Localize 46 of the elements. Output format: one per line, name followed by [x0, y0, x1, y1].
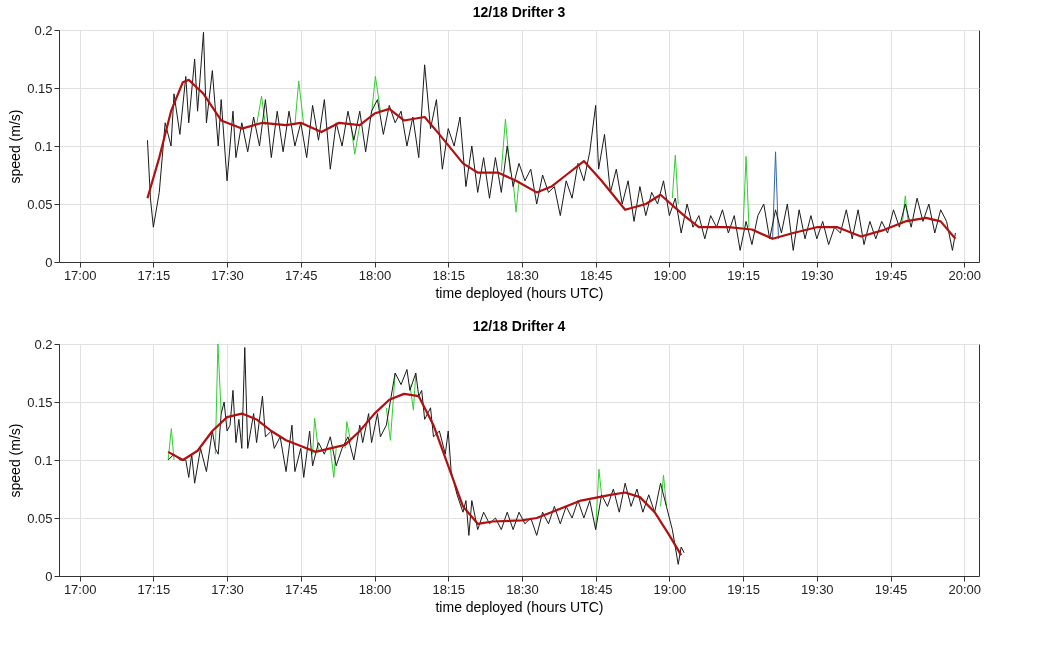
- x-tick-label: 17:00: [63, 581, 97, 597]
- line-series: [167, 346, 685, 565]
- x-tick-label: 19:15: [727, 581, 760, 597]
- x-tick-label: 18:00: [358, 581, 392, 597]
- x-tick-label: 18:15: [432, 581, 465, 597]
- y-tick-label: 0.2: [34, 22, 53, 38]
- x-tick-label: 20:00: [948, 581, 982, 597]
- x-tick-label: 19:30: [801, 267, 834, 283]
- line-series: [167, 392, 683, 557]
- line-series: [146, 31, 956, 251]
- x-tick-label: 19:45: [874, 267, 908, 283]
- y-tick-label: 0: [45, 254, 53, 270]
- x-tick-label: 19:45: [874, 581, 908, 597]
- y-tick-label: 0.05: [27, 510, 53, 526]
- x-tick-label: 17:45: [285, 581, 318, 597]
- x-tick-label: 19:15: [727, 267, 760, 283]
- x-tick-label: 17:15: [137, 581, 171, 597]
- x-tick-label: 18:15: [432, 267, 465, 283]
- x-tick-label: 19:00: [653, 267, 687, 283]
- chart-title: 12/18 Drifter 4: [472, 318, 566, 334]
- y-tick-label: 0.1: [34, 452, 53, 468]
- chart-title: 12/18 Drifter 3: [472, 4, 566, 20]
- x-tick-label: 18:30: [506, 581, 539, 597]
- x-tick-label: 18:45: [579, 581, 613, 597]
- x-tick-label: 17:15: [137, 267, 171, 283]
- y-tick-label: 0.1: [34, 138, 53, 154]
- x-tick-label: 18:45: [579, 267, 613, 283]
- x-axis-title: time deployed (hours UTC): [435, 284, 604, 301]
- y-axis-title: speed (m/s): [7, 423, 24, 498]
- x-tick-label: 19:30: [801, 581, 834, 597]
- y-tick-label: 0.15: [27, 80, 53, 96]
- x-tick-label: 18:30: [506, 267, 539, 283]
- y-tick-label: 0.15: [27, 394, 53, 410]
- line-series: [146, 78, 957, 240]
- x-tick-label: 20:00: [948, 267, 982, 283]
- x-tick-label: 17:45: [285, 267, 318, 283]
- x-tick-label: 18:00: [358, 267, 392, 283]
- x-axis-title: time deployed (hours UTC): [435, 598, 604, 615]
- x-tick-label: 17:30: [211, 267, 244, 283]
- y-axis-title: speed (m/s): [7, 109, 24, 184]
- y-tick-label: 0: [45, 568, 53, 584]
- x-tick-label: 19:00: [653, 581, 687, 597]
- y-tick-label: 0.2: [34, 336, 53, 352]
- y-tick-label: 0.05: [27, 196, 53, 212]
- x-tick-label: 17:30: [211, 581, 244, 597]
- x-tick-label: 17:00: [63, 267, 97, 283]
